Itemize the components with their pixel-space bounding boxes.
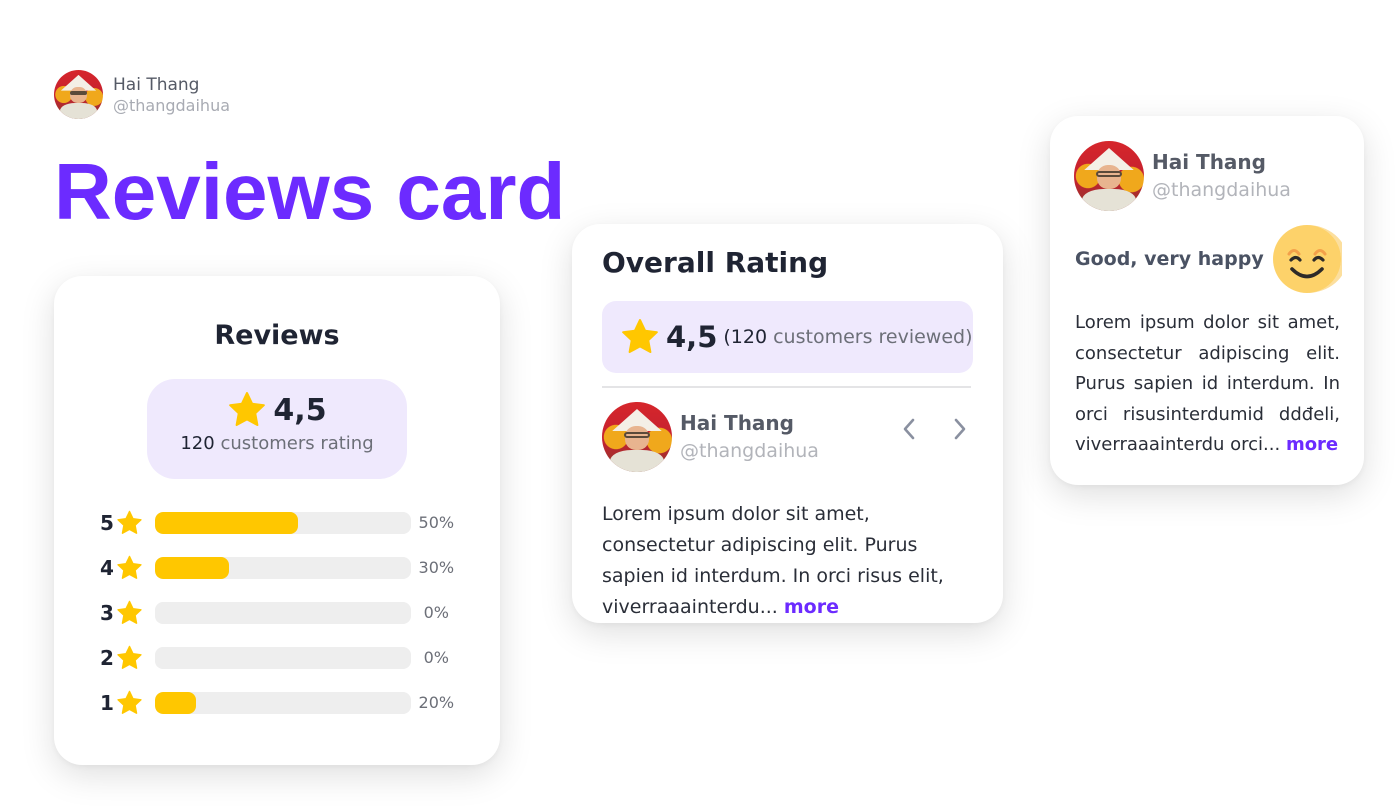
progress-track bbox=[154, 691, 411, 714]
previous-review-button[interactable] bbox=[894, 414, 924, 444]
progress-track bbox=[154, 556, 411, 579]
avatar bbox=[54, 70, 103, 119]
rating-count-label: customers rating bbox=[220, 433, 374, 454]
reviewer: Hai Thang @thangdaihua bbox=[602, 402, 819, 472]
more-link[interactable]: more bbox=[1285, 434, 1339, 455]
paren: ( bbox=[723, 326, 731, 348]
percent-label: 30% bbox=[418, 558, 455, 577]
rating-row-2: 2 0% bbox=[100, 635, 460, 680]
progress-track bbox=[154, 601, 411, 624]
reviewer-handle: @thangdaihua bbox=[680, 440, 819, 462]
star-icon bbox=[116, 555, 143, 581]
star-level: 1 bbox=[100, 690, 114, 715]
reviews-card: Reviews 4,5 120 customers rating 5 50% 4… bbox=[54, 276, 500, 765]
rating-row-5: 5 50% bbox=[100, 500, 460, 545]
smiling-face-icon bbox=[1272, 225, 1342, 293]
chevron-left-icon bbox=[903, 418, 915, 440]
average-score: 4,5 bbox=[273, 392, 327, 428]
more-link[interactable]: more bbox=[783, 596, 839, 618]
rating-count: 120 bbox=[180, 433, 215, 454]
review-count-label: customers reviewed) bbox=[767, 326, 973, 348]
percent-label: 0% bbox=[423, 603, 449, 622]
progress-track bbox=[154, 511, 411, 534]
mood: Good, very happy bbox=[1075, 224, 1342, 294]
review-body: Lorem ipsum dolor sit amet, consectetur … bbox=[602, 503, 944, 618]
percent-label: 50% bbox=[418, 513, 455, 532]
chevron-right-icon bbox=[954, 418, 966, 440]
rating-row-3: 3 0% bbox=[100, 590, 460, 635]
reviews-card-title: Reviews bbox=[214, 320, 340, 351]
page-title: Reviews card bbox=[54, 147, 566, 236]
rating-row-1: 1 20% bbox=[100, 680, 460, 725]
star-icon bbox=[116, 645, 143, 671]
overall-rating-card: Overall Rating 4,5 (120 customers review… bbox=[572, 224, 1003, 623]
star-icon bbox=[116, 510, 143, 536]
progress-fill bbox=[154, 691, 196, 714]
average-score: 4,5 bbox=[666, 320, 718, 354]
star-icon bbox=[227, 391, 267, 429]
feedback-card: Hai Thang @thangdaihua Good, very happy … bbox=[1050, 116, 1364, 485]
author-header: Hai Thang @thangdaihua bbox=[54, 70, 230, 119]
progress-fill bbox=[154, 556, 229, 579]
review-text: Lorem ipsum dolor sit amet, consectetur … bbox=[1075, 308, 1340, 461]
reviewer-handle: @thangdaihua bbox=[1152, 179, 1291, 201]
rating-breakdown: 5 50% 4 30% 3 0% 2 0% 1 20% bbox=[100, 500, 460, 725]
percent-label: 20% bbox=[418, 693, 455, 712]
progress-fill bbox=[154, 511, 299, 534]
star-icon bbox=[620, 318, 660, 356]
divider bbox=[602, 386, 971, 388]
rating-summary: 4,5 120 customers rating bbox=[147, 379, 407, 479]
reviewer: Hai Thang @thangdaihua bbox=[1074, 141, 1291, 211]
avatar bbox=[602, 402, 672, 472]
review-count-number: 120 bbox=[730, 326, 768, 348]
progress-track bbox=[154, 646, 411, 669]
star-level: 3 bbox=[100, 600, 114, 625]
percent-label: 0% bbox=[423, 648, 449, 667]
star-level: 2 bbox=[100, 645, 114, 670]
star-level: 4 bbox=[100, 555, 114, 580]
review-body: Lorem ipsum dolor sit amet, consectetur … bbox=[1075, 312, 1340, 455]
avatar bbox=[1074, 141, 1144, 211]
rating-row-4: 4 30% bbox=[100, 545, 460, 590]
star-level: 5 bbox=[100, 510, 114, 535]
overall-rating-title: Overall Rating bbox=[602, 246, 829, 279]
mood-label: Good, very happy bbox=[1075, 248, 1264, 270]
rating-summary: 4,5 (120 customers reviewed) bbox=[602, 301, 973, 373]
reviewer-name: Hai Thang bbox=[1152, 150, 1266, 174]
next-review-button[interactable] bbox=[945, 414, 975, 444]
star-icon bbox=[116, 600, 143, 626]
author-name: Hai Thang bbox=[113, 74, 200, 95]
review-text: Lorem ipsum dolor sit amet, consectetur … bbox=[602, 499, 977, 623]
review-count: (120 customers reviewed) bbox=[723, 326, 972, 348]
author-handle: @thangdaihua bbox=[113, 95, 231, 115]
reviewer-name: Hai Thang bbox=[680, 411, 794, 435]
star-icon bbox=[116, 690, 143, 716]
